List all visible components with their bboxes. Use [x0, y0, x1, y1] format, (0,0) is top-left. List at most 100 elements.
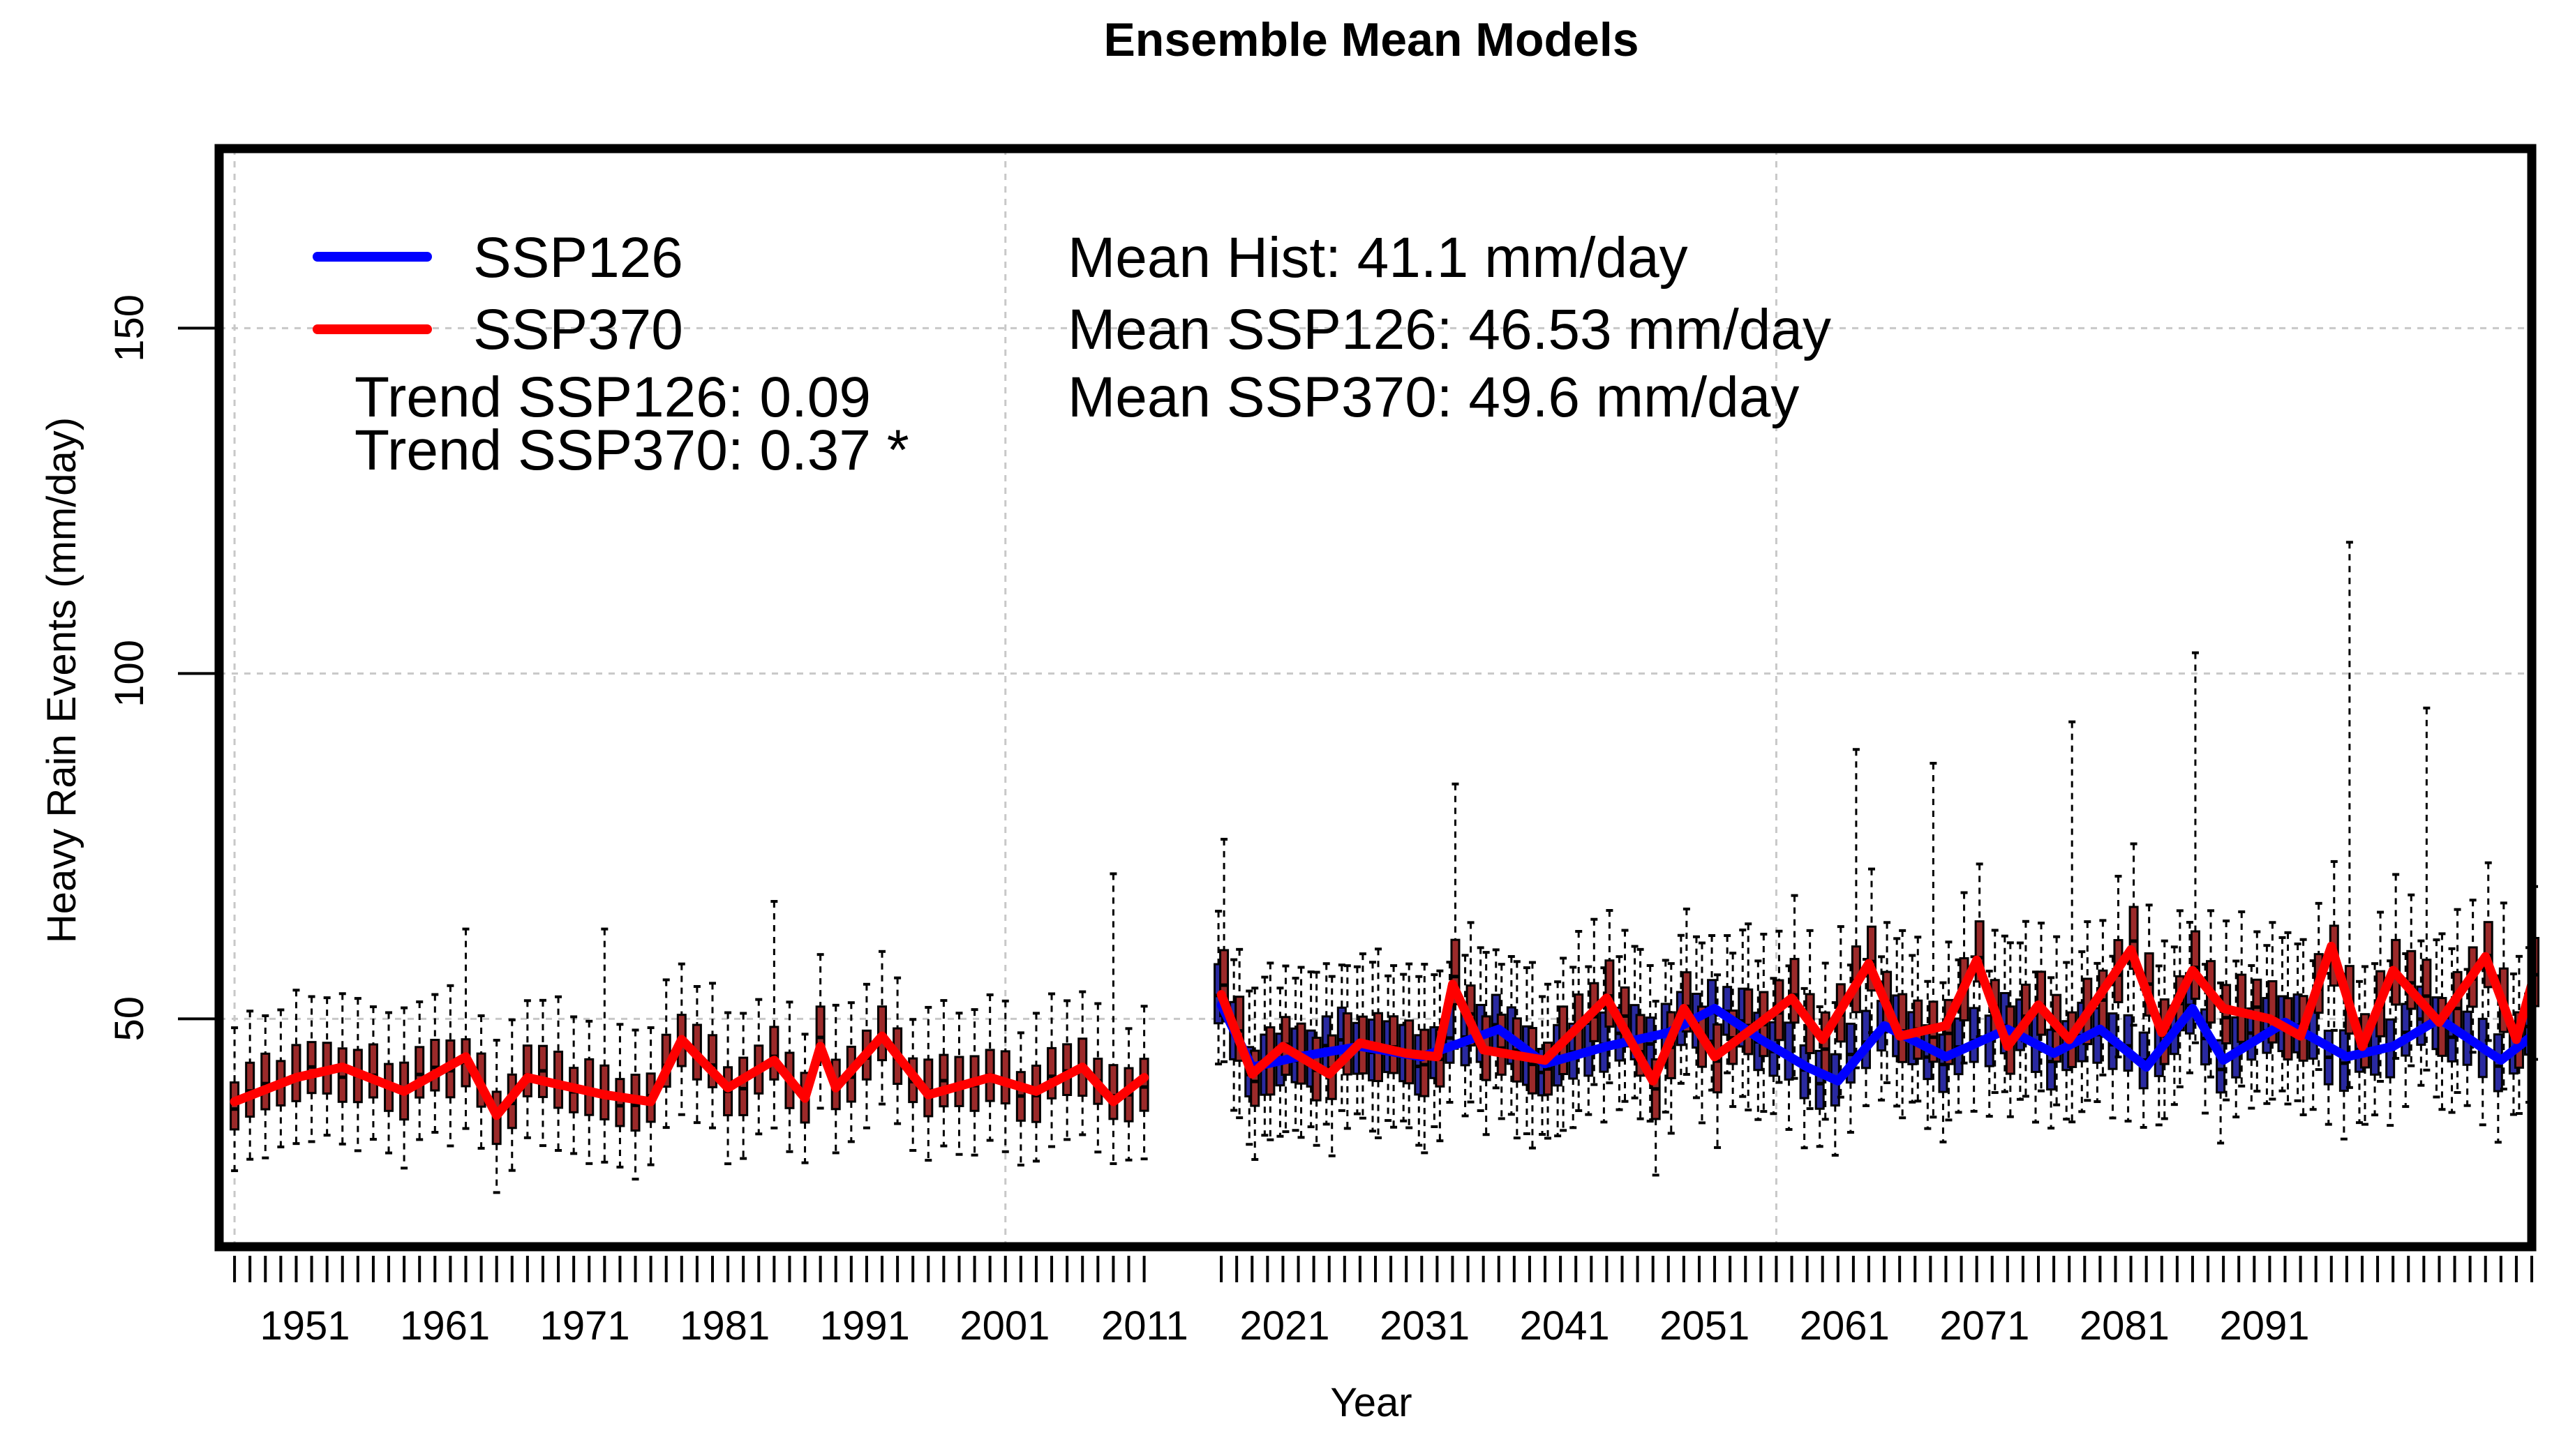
ssp370-mean-line	[1216, 941, 2537, 1086]
hist-box-2004	[1047, 992, 1057, 1148]
mean-ssp126-annotation: Mean SSP126: 46.53 mm/day	[1068, 298, 1831, 361]
ssp126-box-2074	[2123, 957, 2133, 1123]
historical-mean-line	[230, 1031, 1149, 1120]
hist-box-1970	[522, 999, 532, 1139]
hist-box-1975	[599, 927, 610, 1164]
x-tick-label-2091: 2091	[2219, 1303, 2309, 1349]
ssp370-box-2056	[1851, 748, 1861, 1070]
ssp126-box-2074-iqr	[2123, 1014, 2133, 1072]
ssp370-box-2097	[2483, 861, 2493, 1042]
ssp370-box-2040-iqr	[1604, 959, 1615, 1028]
hist-box-1976	[615, 1023, 625, 1169]
ssp370-box-2083-iqr	[2267, 980, 2278, 1044]
ssp370-box-2043	[1650, 1000, 1661, 1177]
ssp370-box-2064-iqr	[1974, 920, 1985, 983]
hist-box-1955	[291, 989, 301, 1146]
ssp370-box-2028	[1419, 963, 1430, 1155]
hist-box-1986-iqr	[769, 1026, 779, 1081]
x-tick-label-1951: 1951	[260, 1303, 350, 1349]
ssp370-box-2052-iqr	[1789, 958, 1800, 1024]
ssp370-box-2030-iqr	[1450, 938, 1461, 1005]
hist-box-1979	[661, 978, 671, 1129]
x-axis-title: Year	[1330, 1380, 1412, 1425]
legend: SSP126 SSP370 Trend SSP126: 0.09 Trend S…	[313, 226, 909, 482]
ssp370-box-2052	[1789, 894, 1800, 1080]
hist-box-1953-iqr	[260, 1052, 271, 1111]
x-tick-label-2071: 2071	[1939, 1303, 2029, 1349]
ssp370-box-2024	[1357, 952, 1368, 1120]
x-tick-label-1991: 1991	[820, 1303, 910, 1349]
ssp126-box-2064-iqr	[1969, 1007, 1979, 1063]
x-tick-label-2041: 2041	[1520, 1303, 1610, 1349]
hist-box-1989	[815, 953, 826, 1110]
hist-box-1958	[337, 992, 348, 1146]
x-tick-label-1961: 1961	[400, 1303, 490, 1349]
ssp370-and-historical-boxes	[230, 541, 2539, 1194]
mean-hist-annotation: Mean Hist: 41.1 mm/day	[1068, 226, 1688, 290]
ssp370-box-2062	[1943, 940, 1954, 1122]
hist-box-2002	[1015, 1031, 1026, 1166]
ssp126-mean-line	[1216, 1000, 2537, 1086]
ssp370-box-2027	[1404, 962, 1415, 1129]
ssp370-box-2057-iqr	[1866, 925, 1876, 992]
ssp370-box-2074	[2128, 842, 2139, 1027]
y-tick-label-50: 50	[107, 996, 152, 1042]
hist-box-1956	[306, 995, 317, 1143]
ssp370-box-2060	[1913, 936, 1923, 1103]
hist-box-1982	[707, 982, 717, 1129]
hist-box-1984	[738, 1012, 749, 1160]
ssp370-box-2083	[2267, 921, 2278, 1101]
hist-box-1993	[877, 950, 888, 1106]
ssp370-box-2067	[2020, 920, 2031, 1098]
hist-box-1960-iqr	[368, 1043, 378, 1099]
ssp126-box-2064	[1969, 955, 1979, 1113]
ssp126-box-2054-iqr	[1814, 1049, 1825, 1110]
ssp126-box-2054	[1814, 1005, 1825, 1148]
ssp370-box-2082	[2252, 930, 2262, 1093]
hist-box-1964-iqr	[430, 1039, 440, 1092]
ssp370-box-2057	[1866, 867, 1876, 1035]
hist-box-2000	[985, 993, 995, 1142]
x-tick-label-1981: 1981	[680, 1303, 770, 1349]
hist-box-1996	[923, 1005, 934, 1162]
ssp126-box-2080-iqr	[2216, 1039, 2226, 1094]
trend-ssp126-annotation: Trend SSP126: 0.09	[355, 366, 871, 429]
ssp370-box-2078-iqr	[2190, 930, 2200, 1000]
hist-box-1970-iqr	[522, 1044, 532, 1097]
x-tick-label-1971: 1971	[540, 1303, 630, 1349]
chart-title: Ensemble Mean Models	[1103, 13, 1639, 66]
hist-box-1964	[430, 993, 440, 1134]
y-axis: 50 100 150	[107, 294, 219, 1042]
ssp370-box-2016	[1234, 947, 1245, 1120]
ssp370-box-2033	[1496, 963, 1507, 1120]
ssp370-box-2026-iqr	[1389, 1015, 1399, 1074]
ssp370-box-2070	[2067, 720, 2077, 1124]
y-tick-label-150: 150	[107, 294, 152, 362]
legend-label-ssp370: SSP370	[473, 298, 683, 361]
ssp370-box-2059	[1897, 929, 1908, 1120]
mean-lines	[230, 941, 2537, 1120]
plot-frame	[214, 144, 2537, 1252]
x-tick-label-2001: 2001	[960, 1303, 1050, 1349]
legend-label-ssp126: SSP126	[473, 226, 683, 290]
x-tick-label-2031: 2031	[1380, 1303, 1470, 1349]
ssp370-box-2015	[1219, 837, 1230, 1063]
ssp126-box-2080	[2216, 981, 2226, 1145]
ssp370-box-2045-iqr	[1681, 971, 1692, 1033]
ssp126-box-2092-iqr	[2401, 1003, 2411, 1057]
hist-box-1958-iqr	[337, 1047, 348, 1103]
hist-box-1986	[769, 900, 779, 1129]
ssp370-box-2036	[1543, 982, 1553, 1140]
hist-box-2001	[1000, 999, 1010, 1153]
mean-ssp370-annotation: Mean SSP370: 49.6 mm/day	[1068, 366, 1799, 429]
hist-box-1997	[939, 999, 949, 1148]
x-tick-label-2011: 2011	[1101, 1303, 1188, 1349]
ssp370-box-2040	[1604, 909, 1615, 1085]
hist-box-1963	[415, 1000, 425, 1141]
hist-box-1977	[630, 1028, 641, 1181]
hist-box-1971	[537, 998, 548, 1148]
hist-box-1966	[461, 927, 471, 1130]
means-annotation: Mean Hist: 41.1 mm/day Mean SSP126: 46.5…	[1068, 226, 1831, 429]
ssp370-box-2021	[1311, 970, 1322, 1147]
